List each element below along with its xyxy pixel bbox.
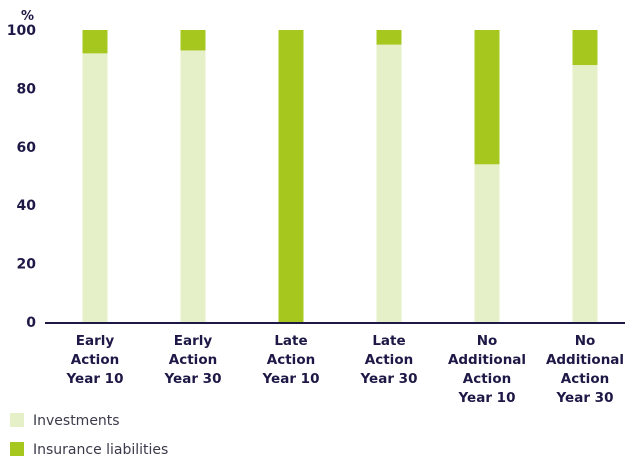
y-tick-label: 80 — [17, 81, 37, 97]
y-tick-label: 60 — [17, 140, 37, 156]
x-category-label: Year 30 — [556, 390, 614, 406]
x-category-label: Early — [174, 333, 213, 349]
legend-label: Insurance liabilities — [33, 442, 168, 457]
legend-label: Investments — [33, 413, 120, 429]
bar-segment-insurance-liabilities — [572, 30, 598, 66]
bar-segment-insurance-liabilities — [474, 30, 500, 165]
x-category-label: Action — [169, 352, 217, 368]
x-category-label: Additional — [448, 352, 526, 368]
legend-swatch — [10, 413, 24, 427]
x-category-label: Action — [365, 352, 413, 368]
axes: 0 20 40 60 80 100% — [7, 9, 625, 331]
y-tick-label: 40 — [17, 198, 37, 214]
y-tick-label: 20 — [17, 257, 37, 273]
x-category-label: Year 30 — [360, 371, 418, 387]
x-category-label: Late — [274, 333, 307, 349]
x-category-label: Action — [71, 352, 119, 368]
x-category-label: Action — [267, 352, 315, 368]
bar-segment-investments — [82, 53, 108, 323]
x-category-label: Additional — [546, 352, 624, 368]
x-category-label: No — [477, 333, 498, 349]
x-category-label: Year 10 — [262, 371, 320, 387]
bar-segment-insurance-liabilities — [180, 30, 206, 51]
bar-segment-insurance-liabilities — [376, 30, 402, 45]
bar-segment-insurance-liabilities — [82, 30, 108, 54]
y-tick-label: 100 — [7, 23, 36, 39]
labels: Early Action Year 10 Early Action Year 30 Late… — [66, 333, 625, 406]
x-category-label: Year 10 — [66, 371, 124, 387]
x-category-label: Early — [76, 333, 115, 349]
bar-segment-investments — [180, 50, 206, 322]
x-category-label: Year 30 — [164, 371, 222, 387]
bar-segment-investments — [572, 65, 598, 322]
x-category-label: Action — [561, 371, 609, 387]
legend: Investments Insurance liabilities — [10, 413, 168, 458]
bar-segment-investments — [474, 164, 500, 322]
x-category-label: Late — [372, 333, 405, 349]
x-category-label: No — [575, 333, 596, 349]
bar-segment-insurance-liabilities — [278, 30, 304, 322]
bar-segment-investments — [376, 44, 402, 322]
y-tick-label: 0 — [26, 315, 36, 331]
y-axis-unit-label: % — [21, 9, 34, 24]
legend-swatch — [10, 442, 24, 456]
x-category-label: Year 10 — [458, 390, 516, 406]
bars — [82, 30, 598, 323]
x-category-label: Action — [463, 371, 511, 387]
